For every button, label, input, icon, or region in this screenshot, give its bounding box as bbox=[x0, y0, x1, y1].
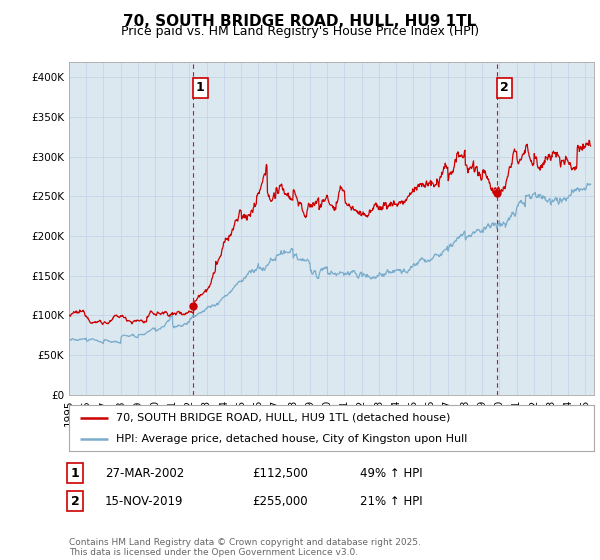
Text: 27-MAR-2002: 27-MAR-2002 bbox=[105, 466, 184, 480]
Text: 2: 2 bbox=[500, 81, 509, 95]
Text: £112,500: £112,500 bbox=[252, 466, 308, 480]
Text: 21% ↑ HPI: 21% ↑ HPI bbox=[360, 494, 422, 508]
Text: 49% ↑ HPI: 49% ↑ HPI bbox=[360, 466, 422, 480]
Text: 1: 1 bbox=[71, 466, 79, 480]
Text: HPI: Average price, detached house, City of Kingston upon Hull: HPI: Average price, detached house, City… bbox=[116, 435, 467, 444]
Text: 2: 2 bbox=[71, 494, 79, 508]
Text: £255,000: £255,000 bbox=[252, 494, 308, 508]
Text: 70, SOUTH BRIDGE ROAD, HULL, HU9 1TL (detached house): 70, SOUTH BRIDGE ROAD, HULL, HU9 1TL (de… bbox=[116, 413, 451, 423]
Text: 15-NOV-2019: 15-NOV-2019 bbox=[105, 494, 184, 508]
Text: 1: 1 bbox=[196, 81, 205, 95]
Text: Price paid vs. HM Land Registry's House Price Index (HPI): Price paid vs. HM Land Registry's House … bbox=[121, 25, 479, 38]
Text: 70, SOUTH BRIDGE ROAD, HULL, HU9 1TL: 70, SOUTH BRIDGE ROAD, HULL, HU9 1TL bbox=[124, 14, 476, 29]
Text: Contains HM Land Registry data © Crown copyright and database right 2025.
This d: Contains HM Land Registry data © Crown c… bbox=[69, 538, 421, 557]
